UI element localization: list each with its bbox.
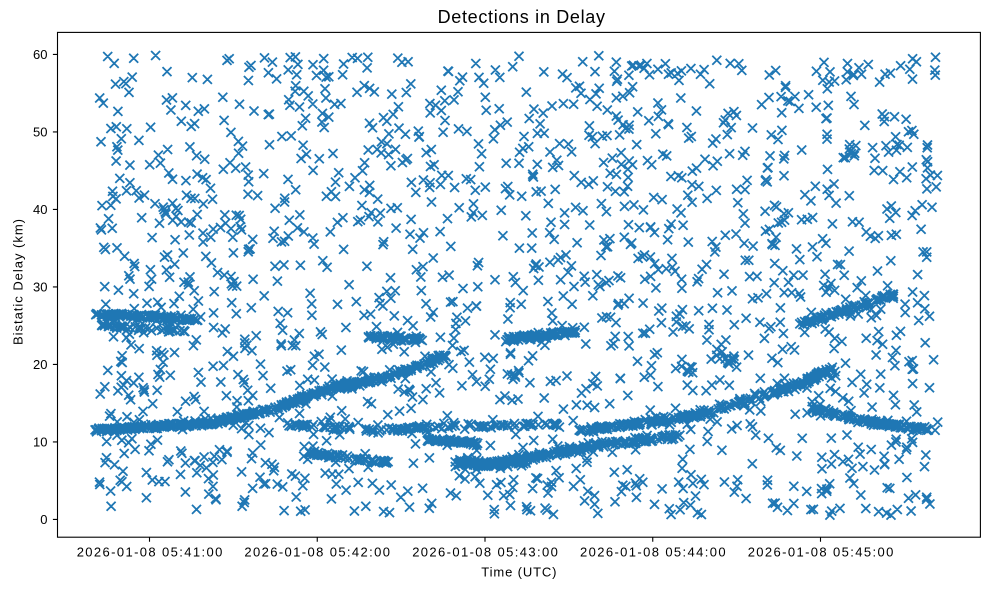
svg-text:10: 10	[33, 435, 47, 450]
svg-text:2026-01-08 05:41:00: 2026-01-08 05:41:00	[77, 545, 223, 560]
svg-text:2026-01-08 05:45:00: 2026-01-08 05:45:00	[748, 545, 894, 560]
svg-text:40: 40	[33, 202, 47, 217]
svg-text:60: 60	[33, 47, 47, 62]
svg-text:Time (UTC): Time (UTC)	[481, 564, 556, 579]
svg-text:30: 30	[33, 280, 47, 295]
svg-text:50: 50	[33, 125, 47, 140]
svg-text:2026-01-08 05:43:00: 2026-01-08 05:43:00	[412, 545, 558, 560]
svg-text:2026-01-08 05:42:00: 2026-01-08 05:42:00	[244, 545, 390, 560]
svg-text:0: 0	[40, 512, 47, 527]
svg-text:20: 20	[33, 357, 47, 372]
svg-text:Detections in Delay: Detections in Delay	[438, 7, 605, 27]
svg-text:2026-01-08 05:44:00: 2026-01-08 05:44:00	[580, 545, 726, 560]
svg-text:Bistatic Delay (km): Bistatic Delay (km)	[11, 219, 26, 345]
